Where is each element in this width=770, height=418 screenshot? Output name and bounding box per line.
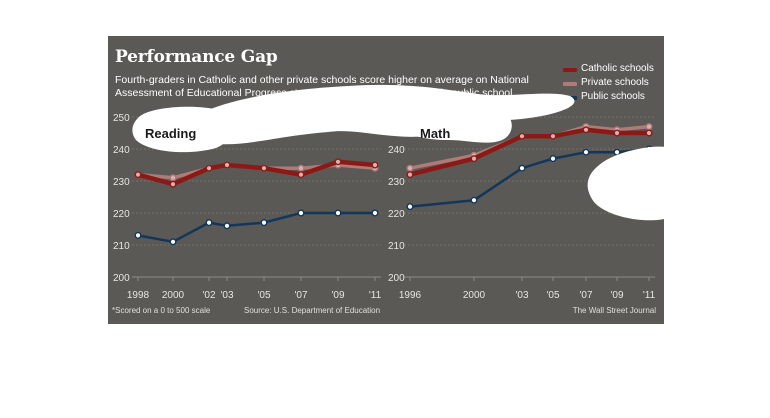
reading-data-point [134, 171, 142, 179]
math-chart-title: Math [420, 126, 450, 141]
math-y-tick-label: 220 [388, 209, 405, 220]
highlight-overlay: Reading Math [132, 84, 664, 221]
math-data-point [645, 129, 653, 137]
reading-x-tick-label: '02 [202, 290, 215, 301]
charts-svg: 200 210 220 230 240 250 1998 2000 '02 '03 '05 '07 '0… [113, 113, 656, 301]
reading-x-tick-label: '05 [257, 290, 270, 301]
legend-swatch-private [563, 82, 577, 86]
reading-series-line-2 [136, 211, 377, 244]
math-data-point [645, 123, 653, 131]
legend-label-private: Private schools [581, 77, 649, 88]
legend-label-public: Public schools [581, 91, 645, 102]
highlight-blob-reading-label [132, 106, 233, 153]
math-y-tick-label: 240 [388, 145, 405, 156]
reading-x-tick-label: '09 [331, 290, 344, 301]
math-y-tick-label: 200 [388, 273, 405, 284]
highlight-blob-right [587, 146, 664, 221]
math-x-tick-label: '03 [515, 290, 528, 301]
highlight-blob-math [398, 108, 512, 143]
chart-panel: 200 210 220 230 240 250 1998 2000 '02 '03 '05 '07 '0… [108, 36, 664, 324]
reading-data-point [334, 209, 342, 217]
reading-data-point [205, 219, 213, 227]
math-data-point [406, 164, 414, 172]
reading-x-tick-label: '11 [369, 290, 382, 301]
reading-y-tick-label: 230 [113, 177, 130, 188]
math-data-point [549, 132, 557, 140]
reading-data-point [371, 209, 379, 217]
reading-data-point [169, 174, 177, 182]
reading-data-point [134, 231, 142, 239]
reading-y-tick-label: 210 [113, 241, 130, 252]
reading-data-point [297, 209, 305, 217]
legend-label-catholic: Catholic schools [581, 63, 654, 74]
reading-data-point [334, 158, 342, 166]
reading-data-point [169, 238, 177, 246]
reading-x-tick-label: '03 [220, 290, 233, 301]
reading-data-point [260, 164, 268, 172]
reading-data-point [205, 164, 213, 172]
reading-data-point [223, 161, 231, 169]
math-data-point [582, 148, 590, 156]
math-data-point [406, 203, 414, 211]
reading-data-point [371, 161, 379, 169]
math-data-point [613, 129, 621, 137]
chart-title: Performance Gap [115, 47, 278, 67]
math-y-tick-label: 230 [388, 177, 405, 188]
math-x-tick-label: '07 [579, 290, 592, 301]
reading-x-tick-label: 1998 [127, 290, 150, 301]
reading-y-tick-label: 240 [113, 145, 130, 156]
math-x-tick-label: 1996 [399, 290, 422, 301]
legend-swatch-catholic [563, 68, 577, 72]
math-data-point [582, 126, 590, 134]
credit-note: The Wall Street Journal [572, 306, 656, 315]
reading-y-tick-label: 220 [113, 209, 130, 220]
math-y-tick-label: 210 [388, 241, 405, 252]
math-data-point [470, 155, 478, 163]
math-x-tick-label: 2000 [463, 290, 486, 301]
math-data-point [470, 196, 478, 204]
math-data-point [518, 132, 526, 140]
math-x-tick-label: '09 [610, 290, 623, 301]
math-data-point [518, 164, 526, 172]
footnote: *Scored on a 0 to 500 scale [112, 306, 211, 315]
reading-y-tick-label: 250 [113, 113, 130, 124]
reading-y-tick-label: 200 [113, 273, 130, 284]
reading-chart-title: Reading [145, 126, 196, 141]
reading-x-tick-label: 2000 [162, 290, 185, 301]
reading-data-point [169, 180, 177, 188]
reading-data-point [260, 219, 268, 227]
reading-data-point [297, 164, 305, 172]
math-data-point [406, 171, 414, 179]
source-note: Source: U.S. Department of Education [244, 306, 381, 315]
reading-series-line-0 [135, 159, 378, 187]
reading-x-tick-label: '07 [294, 290, 307, 301]
math-data-point [549, 155, 557, 163]
highlight-blob-subtitle [195, 84, 575, 145]
reading-data-point [297, 171, 305, 179]
math-x-tick-label: '05 [546, 290, 559, 301]
reading-data-point [223, 222, 231, 230]
math-x-tick-label: '11 [643, 290, 656, 301]
